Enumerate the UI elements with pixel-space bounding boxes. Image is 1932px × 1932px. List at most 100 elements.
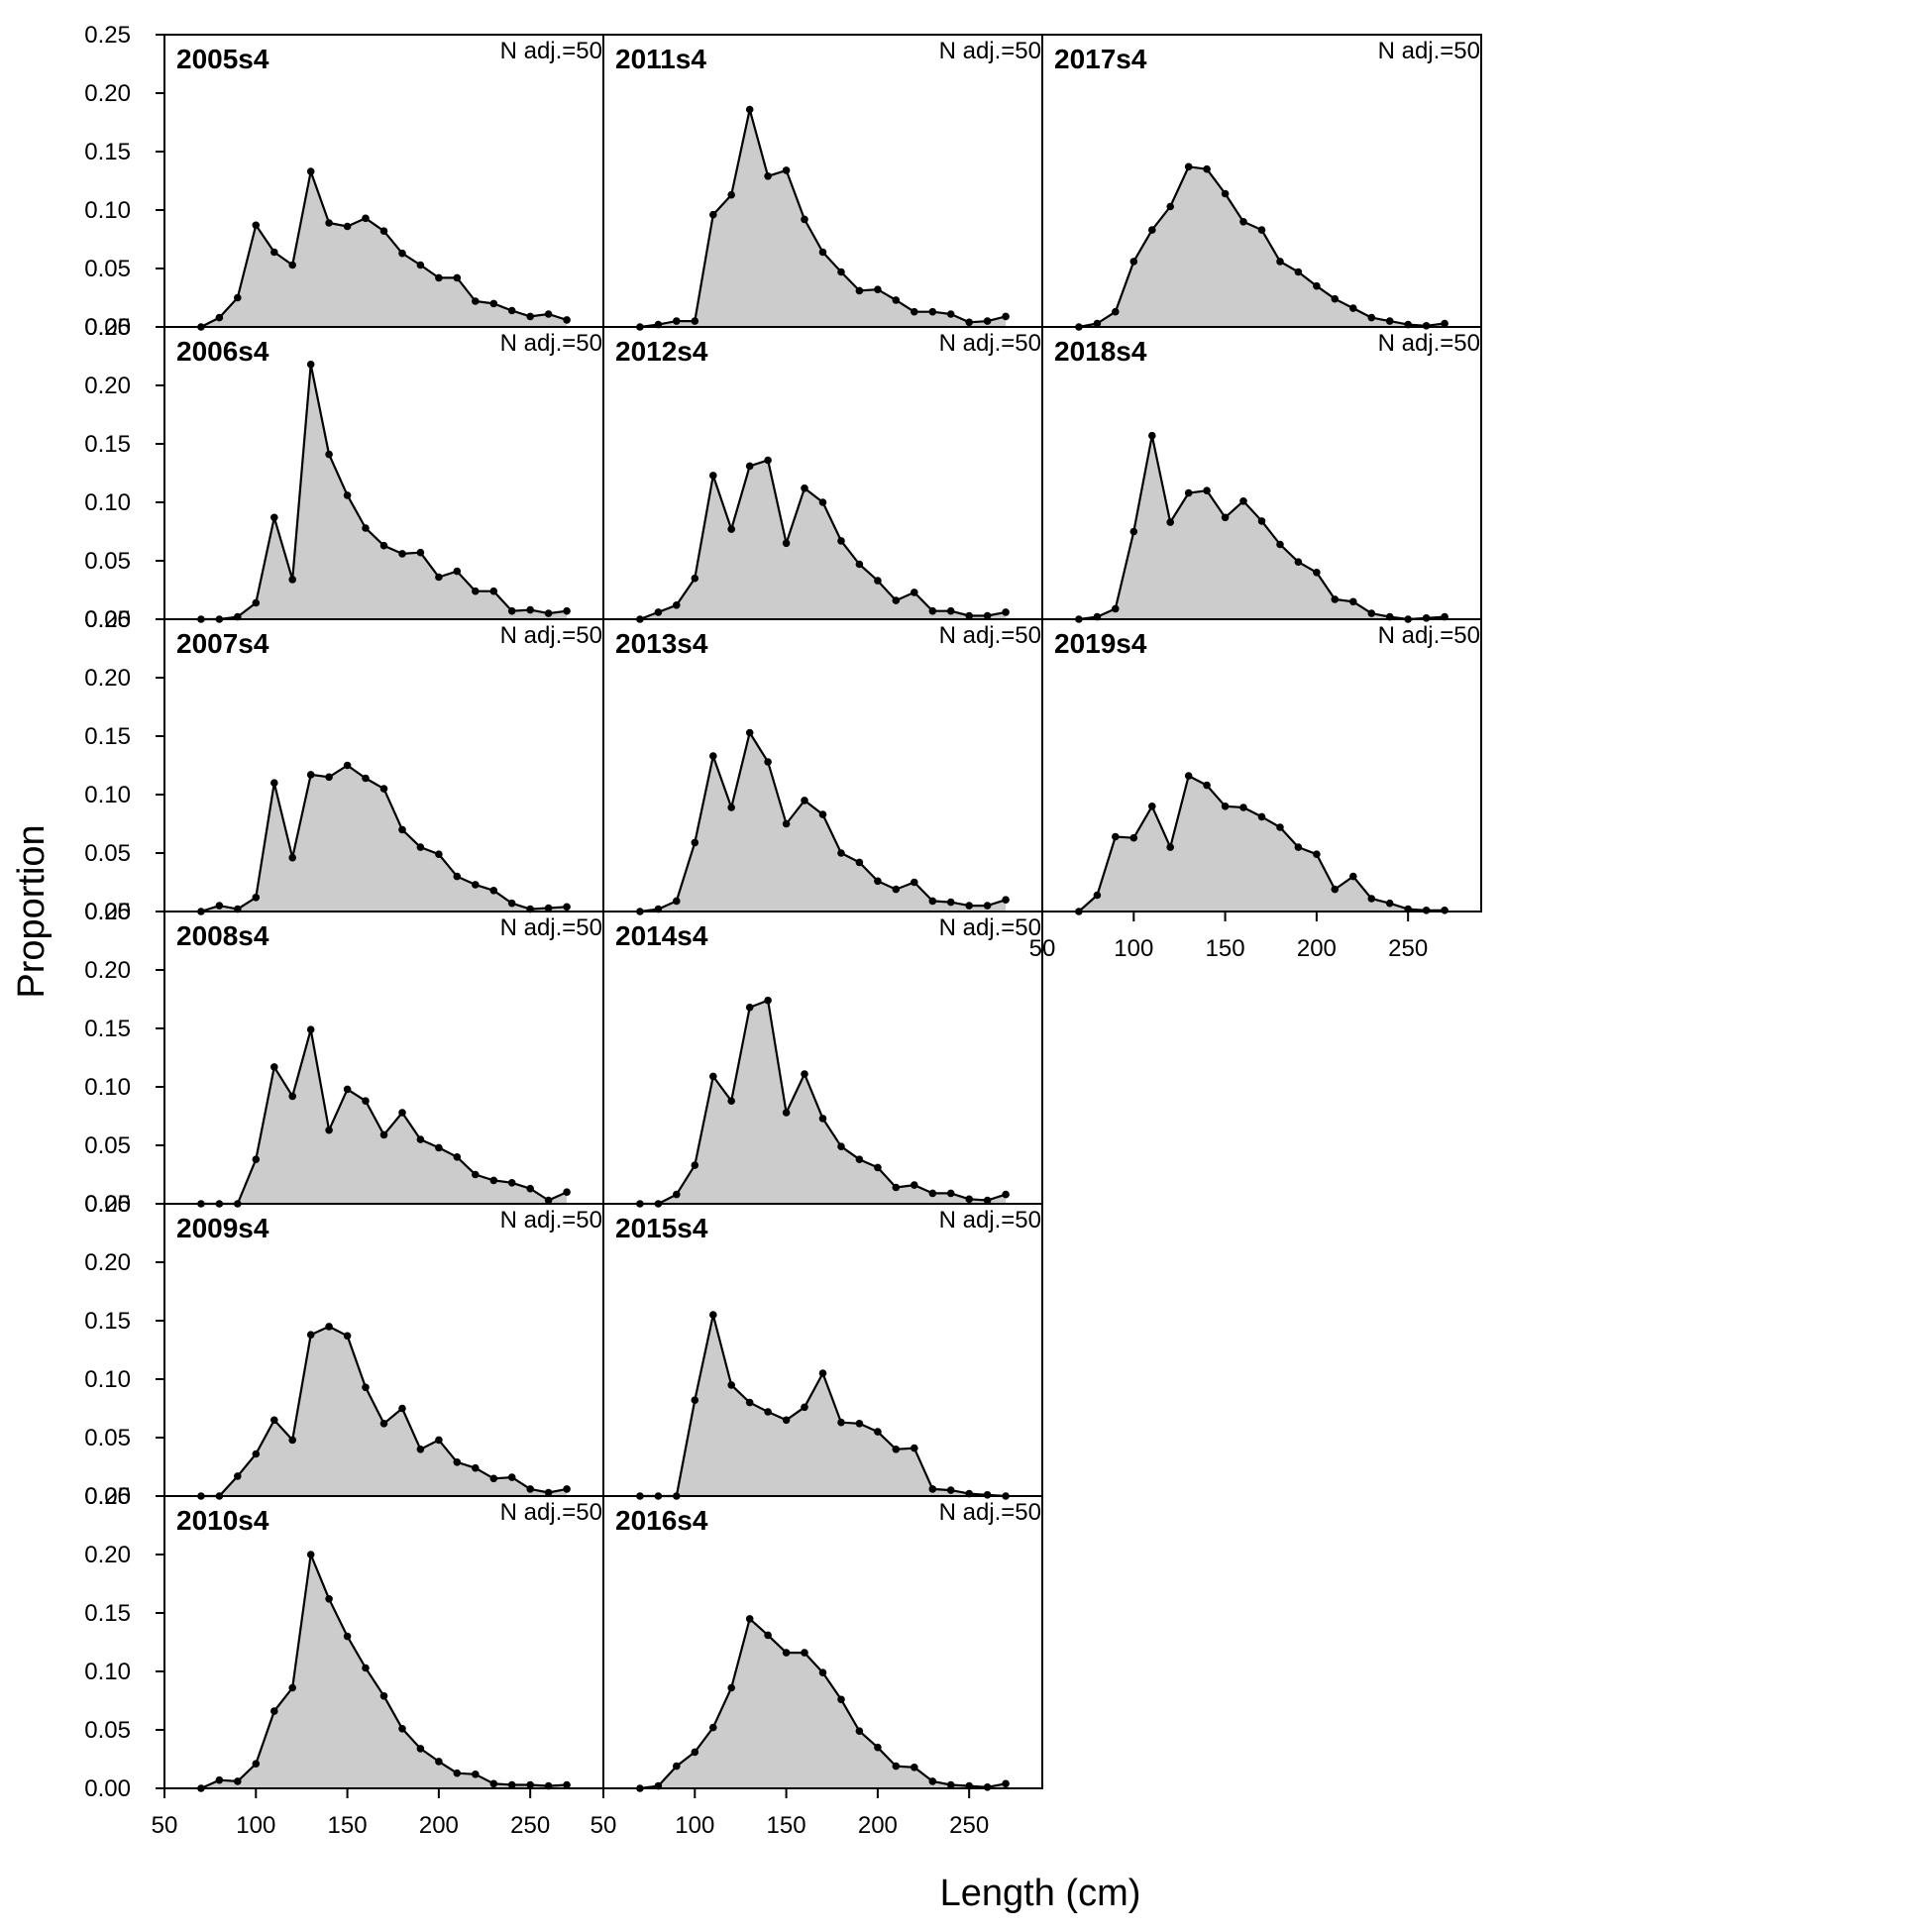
- data-point: [691, 838, 699, 847]
- panel-title: 2012s4: [615, 336, 708, 367]
- data-point: [691, 317, 699, 325]
- data-point: [928, 897, 937, 906]
- y-tick-label: 0.25: [84, 1483, 131, 1510]
- data-point: [911, 1764, 918, 1771]
- area-fill: [639, 1618, 1007, 1788]
- data-point: [1184, 162, 1193, 171]
- data-point: [727, 1097, 735, 1105]
- data-point: [1349, 597, 1357, 606]
- panel-title: 2006s4: [176, 336, 269, 367]
- y-tick-label: 0.05: [84, 840, 131, 867]
- data-point: [234, 1777, 242, 1785]
- panel-note: N adj.=50: [939, 914, 1041, 941]
- y-tick-label: 0.25: [84, 899, 131, 925]
- data-point: [1367, 895, 1376, 903]
- data-point: [1367, 313, 1376, 322]
- data-point: [234, 293, 242, 302]
- panel-2009s4: 2009s4 N adj.=50 0.00 0.05 0.10 0.15 0.20 0.25: [84, 1191, 604, 1510]
- data-point: [911, 878, 918, 887]
- y-tick-label: 0.20: [84, 957, 131, 984]
- data-point: [709, 752, 717, 760]
- data-point: [343, 1632, 352, 1641]
- area-fill: [200, 1555, 568, 1788]
- data-point: [288, 1092, 297, 1101]
- x-tick-label: 150: [1206, 935, 1245, 962]
- data-point: [709, 1723, 717, 1732]
- data-point: [1422, 322, 1431, 330]
- area-fill: [200, 171, 568, 327]
- data-point: [965, 902, 973, 910]
- data-point: [874, 1428, 882, 1436]
- panel-note: N adj.=50: [500, 1207, 602, 1234]
- panel-2007s4: 2007s4 N adj.=50 0.00 0.05 0.10 0.15 0.20 0.25: [84, 606, 604, 925]
- data-point: [379, 1130, 388, 1139]
- data-point: [1349, 304, 1357, 312]
- data-point: [691, 1748, 699, 1757]
- data-point: [946, 898, 955, 907]
- data-point: [343, 222, 352, 231]
- data-point: [892, 1446, 901, 1453]
- data-point: [343, 491, 352, 499]
- data-point: [745, 105, 754, 114]
- panel-note: N adj.=50: [1378, 622, 1480, 649]
- data-point: [1313, 569, 1321, 577]
- data-point: [1422, 907, 1431, 914]
- area-fill: [1078, 166, 1446, 327]
- data-point: [416, 261, 425, 269]
- panel-title: 2015s4: [615, 1213, 708, 1243]
- data-point: [416, 1745, 425, 1753]
- data-point: [1239, 218, 1247, 226]
- data-point: [252, 598, 261, 607]
- panel-2018s4: 2018s4 N adj.=50: [1041, 326, 1482, 623]
- data-point: [1221, 513, 1230, 522]
- panel-title: 2009s4: [176, 1213, 269, 1243]
- data-point: [416, 1446, 425, 1453]
- data-point: [343, 1085, 352, 1094]
- data-point: [398, 1404, 406, 1413]
- x-tick-label: 200: [858, 1812, 898, 1839]
- panel-2008s4: 2008s4 N adj.=50 0.00 0.05 0.10 0.15 0.20 0.25: [84, 899, 604, 1218]
- data-point: [673, 317, 681, 325]
- area-fill: [200, 765, 568, 912]
- data-point: [507, 306, 516, 315]
- data-point: [489, 1176, 498, 1185]
- panel-title: 2017s4: [1054, 44, 1147, 74]
- panel-2011s4: 2011s4 N adj.=50: [602, 34, 1043, 331]
- data-point: [928, 1485, 937, 1493]
- data-point: [270, 779, 278, 787]
- data-point: [416, 1135, 425, 1143]
- data-point: [379, 1692, 388, 1700]
- data-point: [398, 249, 406, 258]
- data-point: [1276, 823, 1284, 831]
- y-tick-label: 0.05: [84, 1717, 131, 1744]
- data-point: [270, 248, 278, 257]
- panel-title: 2014s4: [615, 920, 708, 951]
- data-point: [745, 728, 754, 737]
- x-tick-label: 150: [328, 1812, 368, 1839]
- y-tick-label: 0.15: [84, 139, 131, 165]
- data-point: [1239, 497, 1247, 505]
- data-point: [983, 611, 992, 620]
- data-point: [673, 1762, 681, 1771]
- area-fill: [1078, 776, 1446, 912]
- data-point: [801, 1403, 808, 1412]
- data-point: [855, 560, 864, 569]
- data-point: [1257, 226, 1266, 234]
- y-tick-label: 0.25: [84, 22, 131, 49]
- y-tick-label: 0.15: [84, 1308, 131, 1335]
- panel-title: 2010s4: [176, 1505, 269, 1536]
- data-point: [1112, 307, 1120, 316]
- area-fill: [1078, 435, 1446, 619]
- data-point: [306, 1551, 315, 1558]
- y-tick-label: 0.05: [84, 548, 131, 575]
- panel-note: N adj.=50: [500, 1499, 602, 1526]
- data-point: [453, 1153, 462, 1161]
- data-point: [691, 1396, 699, 1404]
- x-tick-label: 100: [236, 1812, 275, 1839]
- x-tick-label: 250: [510, 1812, 550, 1839]
- panel-title: 2016s4: [615, 1505, 708, 1536]
- y-tick-label: 0.20: [84, 80, 131, 107]
- data-point: [855, 858, 864, 867]
- data-point: [691, 574, 699, 583]
